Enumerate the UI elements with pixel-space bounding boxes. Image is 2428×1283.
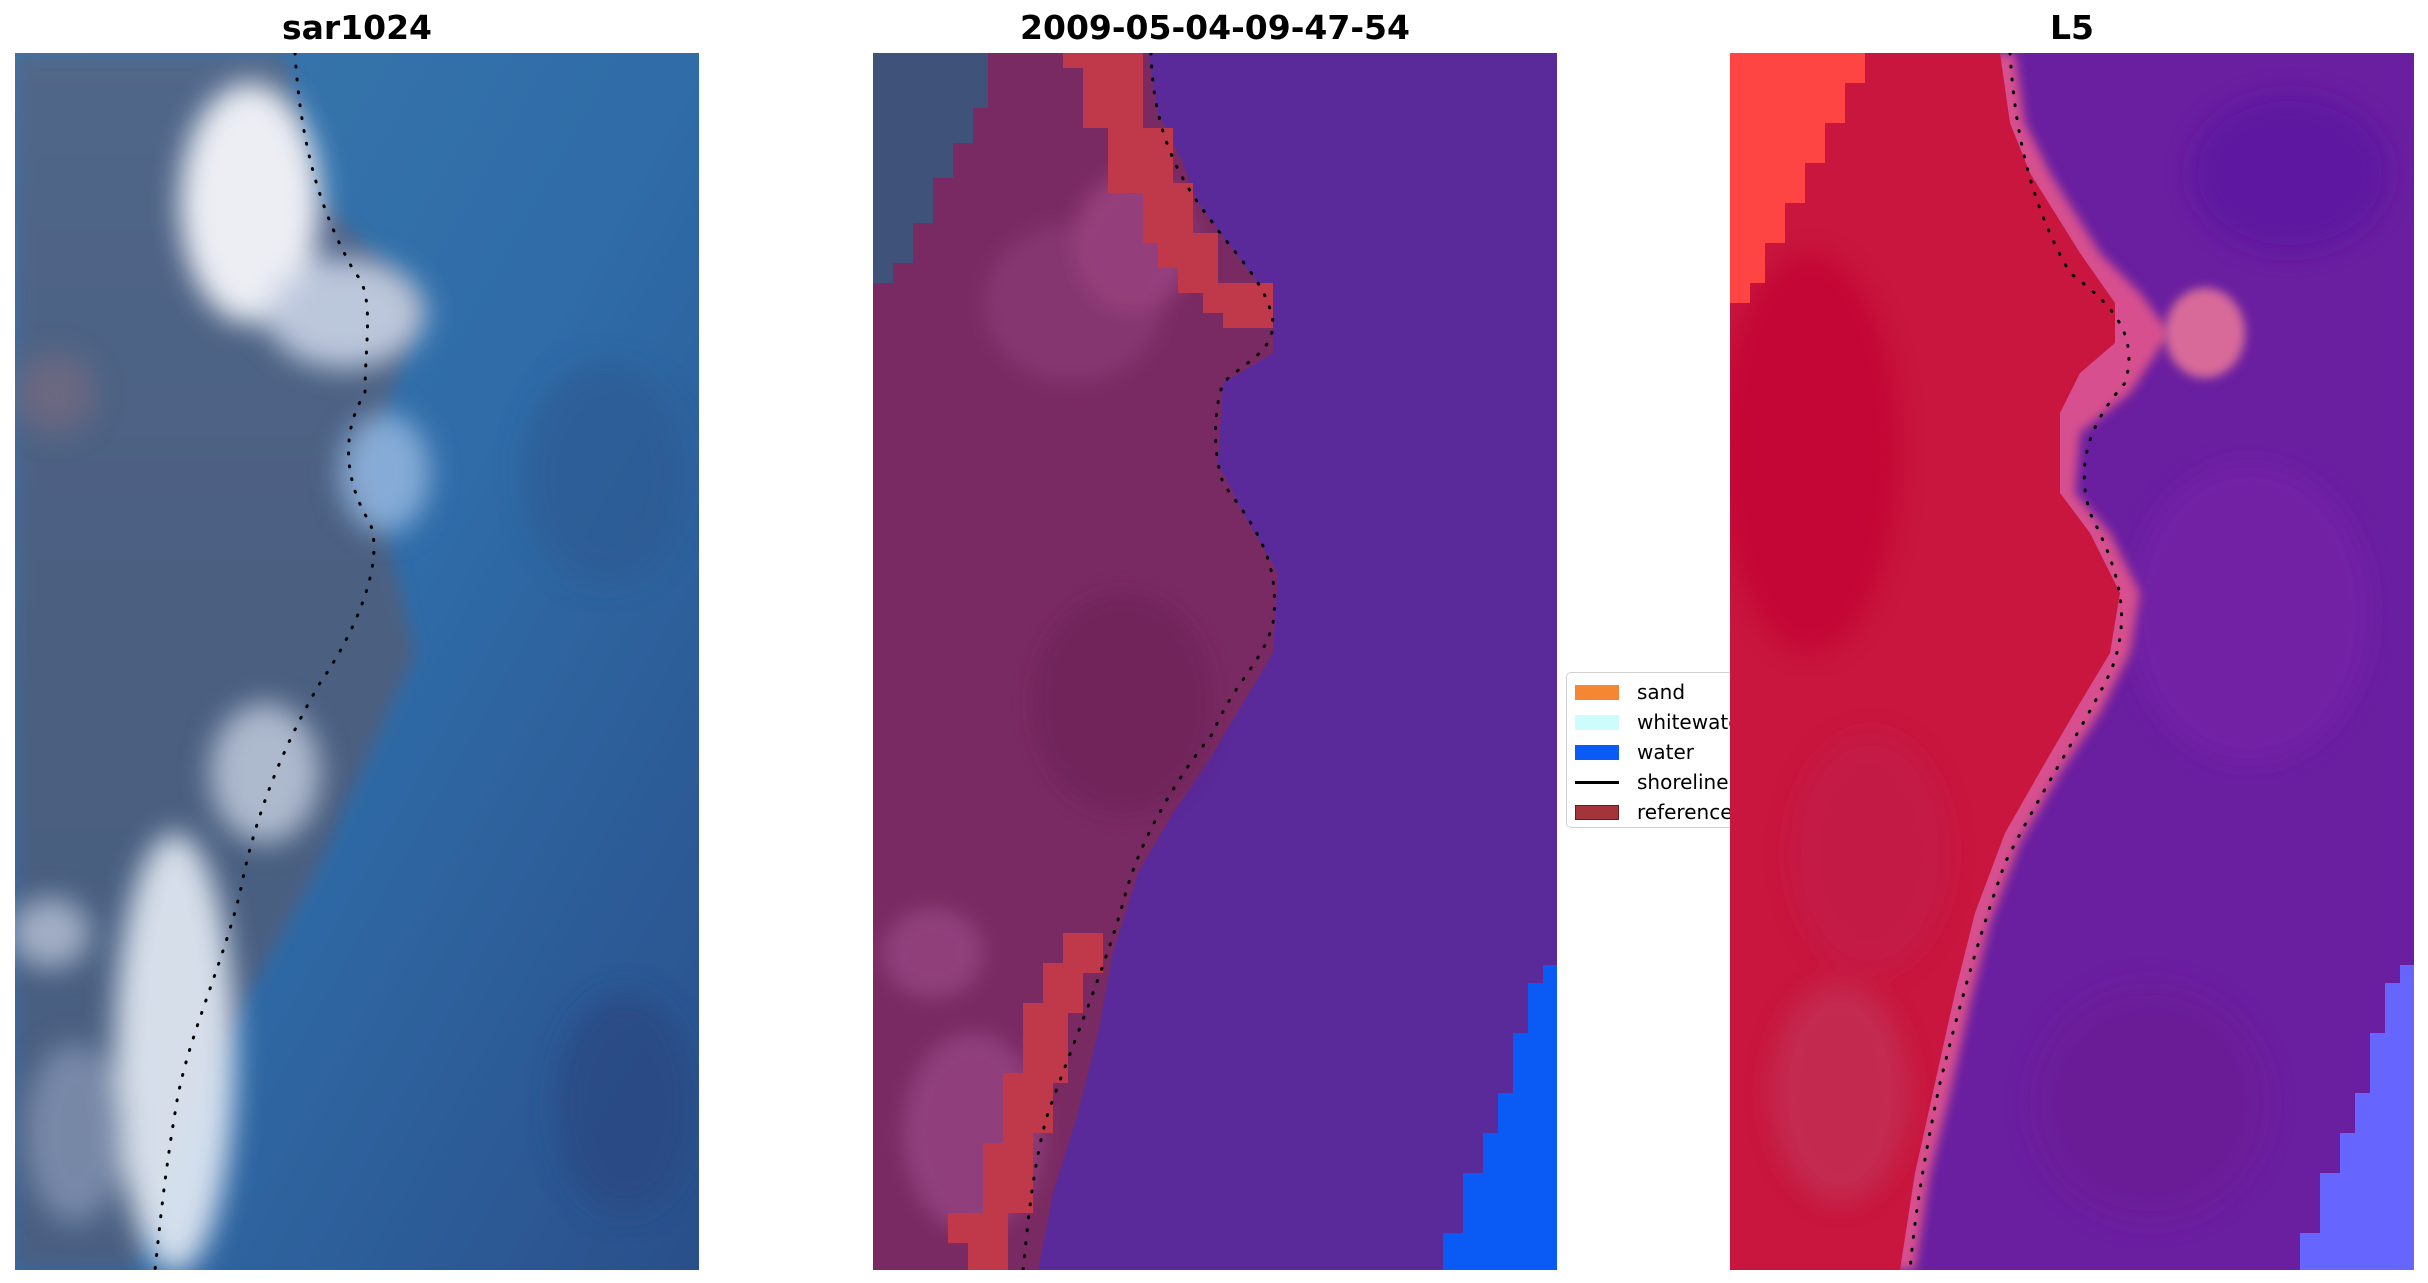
shoreline [153, 53, 376, 1270]
classified-image-panel [873, 53, 1557, 1270]
shoreline [1021, 53, 1276, 1270]
classified-image [873, 53, 1557, 1270]
rgb-image-panel [15, 53, 699, 1270]
legend-label-reference: reference [1637, 800, 1733, 824]
legend-label-whitewater: whitewater [1637, 710, 1733, 734]
sand-swatch [1575, 685, 1619, 700]
legend-label-water: water [1637, 740, 1694, 764]
legend-item-whitewater: whitewater [1575, 709, 1733, 734]
l5-image-panel [1730, 53, 2414, 1270]
panel-title-l5: L5 [2050, 8, 2094, 47]
legend-item-water: water [1575, 739, 1733, 764]
legend-item-reference: reference [1575, 799, 1733, 824]
panel-title-sar: sar1024 [281, 8, 433, 47]
legend-label-shoreline: shoreline [1637, 770, 1729, 794]
legend-item-sand: sand [1575, 679, 1733, 704]
panel-title-classified: 2009-05-04-09-47-54 [1020, 8, 1410, 47]
rgb-image [15, 53, 699, 1270]
whitewater-swatch [1575, 715, 1619, 730]
water-swatch [1575, 745, 1619, 760]
reference-swatch [1575, 805, 1619, 820]
legend-label-sand: sand [1637, 680, 1686, 704]
l5-image [1730, 53, 2414, 1270]
legend: sand whitewater water shoreline referenc… [1566, 672, 1734, 828]
shoreline-swatch [1575, 781, 1619, 784]
legend-item-shoreline: shoreline [1575, 769, 1733, 794]
